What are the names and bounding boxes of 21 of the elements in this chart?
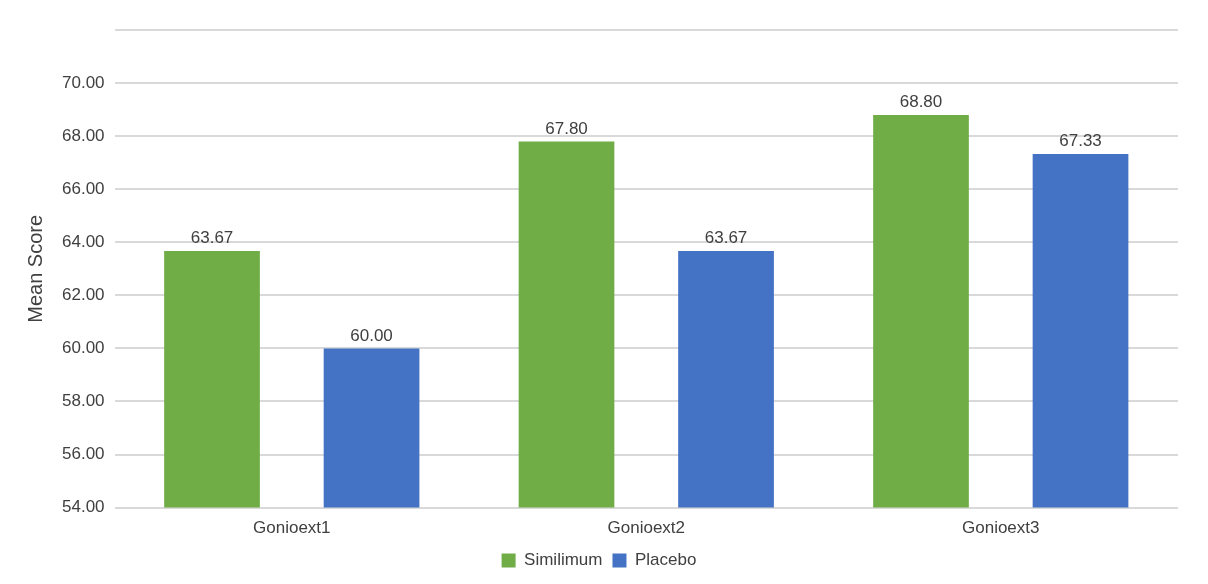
y-tick-label: 64.00 [61,231,105,251]
y-tick-label: 66.00 [61,178,105,198]
y-tick-label: 54.00 [61,497,105,517]
x-tick-label: Gonioext3 [962,518,1040,538]
y-tick-label: 60.00 [61,338,105,358]
data-label: 60.00 [350,325,393,345]
y-tick-label: 68.00 [61,125,105,145]
y-tick-label: 70.00 [61,72,105,92]
x-tick-label: Gonioext1 [253,518,331,538]
y-tick-label: 58.00 [61,391,105,411]
data-label: 68.80 [899,92,943,112]
data-label: 63.67 [704,228,748,248]
x-tick-label: Gonioext2 [607,518,686,538]
y-tick-label: 62.00 [61,285,105,305]
data-label: 63.67 [190,228,234,248]
data-label: 67.80 [545,118,588,138]
y-tick-label: 56.00 [61,444,105,464]
legend-label: Similimum [524,550,603,570]
y-axis-title: Mean Score [23,214,46,323]
legend-label: Placebo [634,550,697,570]
data-label: 67.33 [1059,131,1102,151]
